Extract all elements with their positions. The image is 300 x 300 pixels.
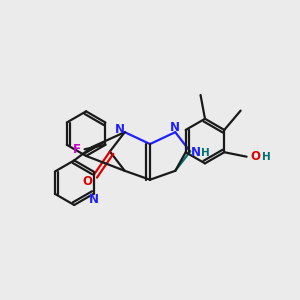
Text: O: O: [82, 175, 93, 188]
Text: N: N: [170, 121, 180, 134]
Text: F: F: [73, 143, 81, 156]
Text: H: H: [201, 148, 209, 158]
Text: H: H: [262, 152, 270, 162]
Text: N: N: [88, 193, 98, 206]
Text: N: N: [191, 146, 201, 160]
Text: N: N: [115, 123, 125, 136]
Text: O: O: [250, 150, 260, 163]
